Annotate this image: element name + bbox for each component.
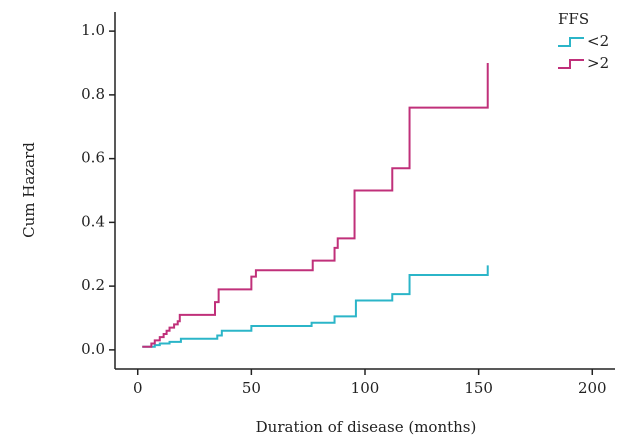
legend-title: FFS: [558, 10, 589, 28]
y-tick-label: 0.8: [81, 85, 105, 103]
x-tick-label: 0: [133, 379, 143, 397]
x-tick-label: 200: [578, 379, 607, 397]
legend-swatch: [558, 37, 584, 47]
y-tick-label: 0.0: [81, 340, 105, 358]
y-axis-label: Cum Hazard: [20, 142, 38, 238]
x-tick-label: 50: [242, 379, 261, 397]
y-tick-label: 0.6: [81, 149, 105, 167]
y-tick-label: 1.0: [81, 21, 105, 39]
x-axis-label: Duration of disease (months): [256, 418, 477, 436]
legend-label: <2: [587, 32, 609, 50]
y-tick-label: 0.4: [81, 212, 105, 230]
y-tick-label: 0.2: [81, 276, 105, 294]
x-tick-label: 150: [464, 379, 493, 397]
step-line: [142, 63, 489, 348]
step-line: [142, 265, 489, 348]
legend-label: >2: [587, 54, 609, 72]
legend-swatch: [558, 59, 584, 69]
x-tick-label: 100: [351, 379, 380, 397]
